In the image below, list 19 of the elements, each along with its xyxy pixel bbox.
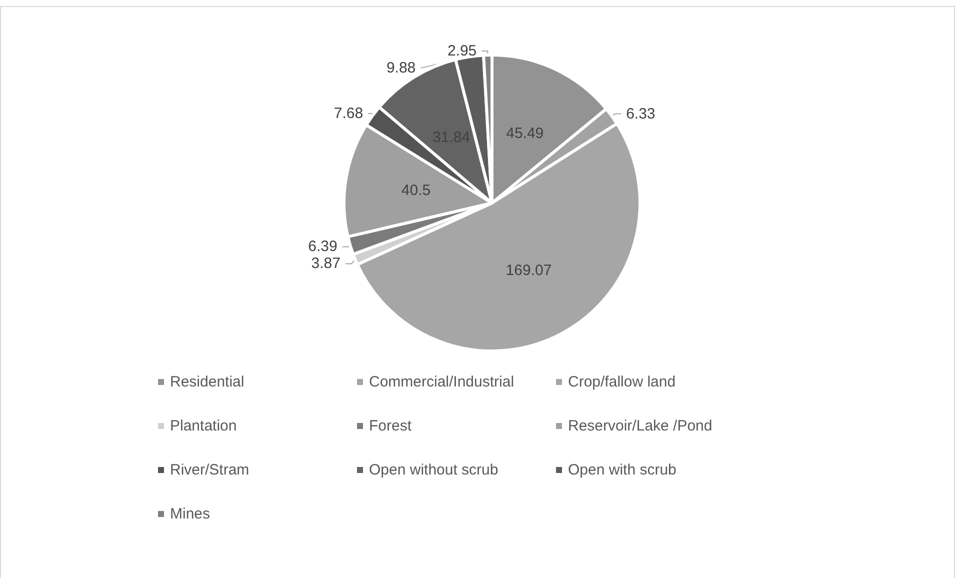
legend-label: River/Stram bbox=[170, 462, 250, 478]
data-label: 169.07 bbox=[506, 262, 552, 280]
data-label: 6.39 bbox=[308, 238, 338, 256]
data-label: 6.33 bbox=[626, 105, 656, 122]
legend-label: Mines bbox=[170, 506, 210, 522]
legend-label: Open with scrub bbox=[568, 462, 676, 478]
data-label: 45.49 bbox=[506, 124, 544, 142]
legend-label: Residential bbox=[170, 374, 244, 390]
data-label: 9.88 bbox=[386, 60, 416, 77]
legend-label: Plantation bbox=[170, 418, 237, 434]
data-label: 40.5 bbox=[401, 182, 431, 200]
data-label: 3.87 bbox=[311, 255, 340, 272]
data-label: 2.95 bbox=[447, 42, 477, 60]
legend-label: Reservoir/Lake /Pond bbox=[568, 418, 712, 434]
legend-label: Crop/fallow land bbox=[568, 374, 676, 390]
legend-label: Commercial/Industrial bbox=[369, 374, 514, 390]
legend-label: Forest bbox=[369, 418, 412, 434]
data-label: 7.68 bbox=[334, 104, 364, 122]
legend-label: Open without scrub bbox=[369, 462, 498, 478]
